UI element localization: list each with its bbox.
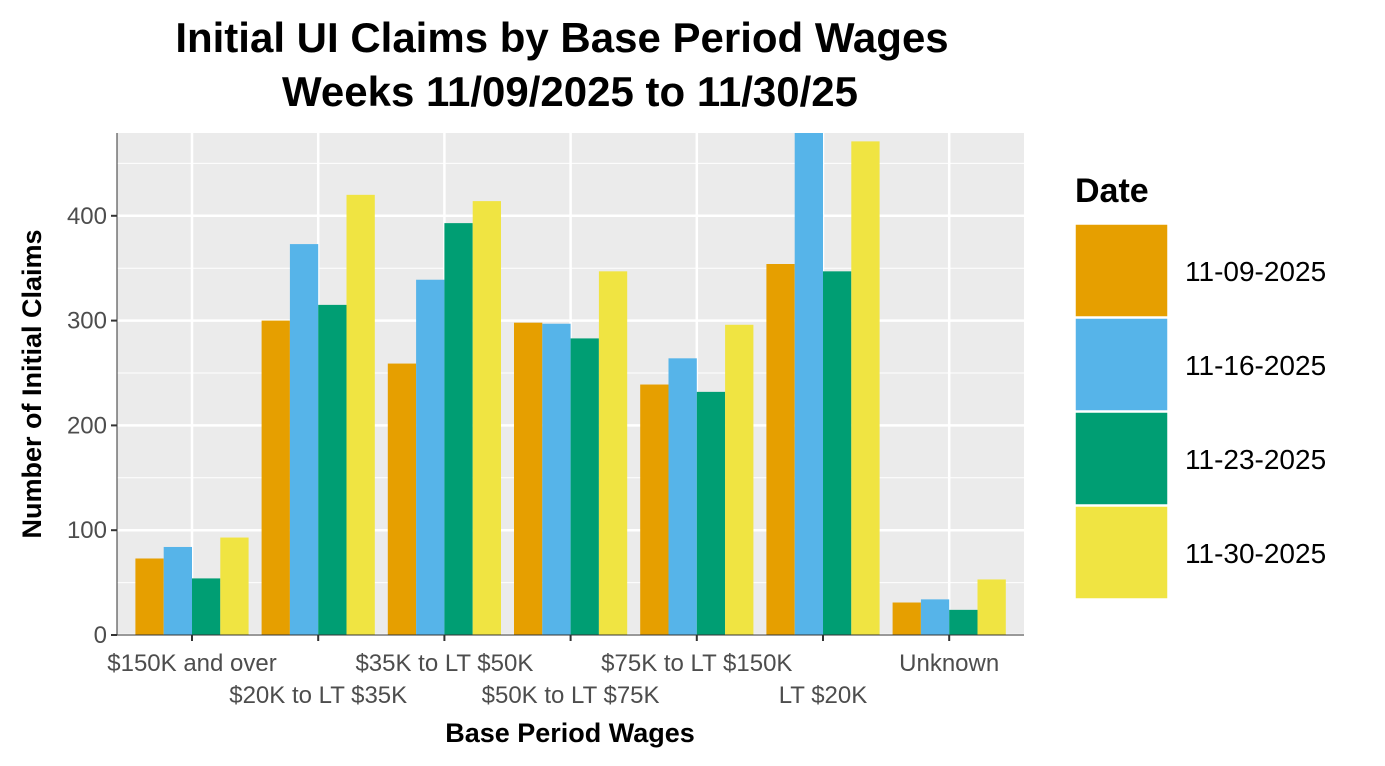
x-tick-label: $35K to LT $50K [355,650,533,677]
x-tick-label: $50K to LT $75K [482,682,660,709]
y-tick-label: 100 [67,517,107,544]
legend-label: 11-16-2025 [1185,350,1326,381]
bar-11-30-2025-6 [977,579,1006,635]
legend-key-11-16-2025 [1074,317,1169,412]
bar-11-30-2025-0 [220,537,249,635]
legend-title: Date [1075,172,1149,210]
bar-11-23-2025-2 [444,223,473,635]
bar-11-30-2025-1 [346,194,375,635]
x-tick-label: $20K to LT $35K [229,682,407,709]
bar-11-16-2025-0 [163,546,192,635]
bar-11-30-2025-4 [725,324,754,635]
y-tick-label: 200 [67,412,107,439]
bar-11-09-2025-1 [261,320,290,635]
bar-11-23-2025-6 [949,609,978,635]
chart-subtitle: Weeks 11/09/2025 to 11/30/25 [282,68,858,115]
legend: Date 11-09-2025 11-16-2025 11-23-2025 11-30… [1074,172,1326,600]
bar-11-09-2025-6 [892,602,921,635]
bar-11-09-2025-4 [640,384,669,635]
legend-key-11-30-2025 [1074,505,1169,600]
x-tick-label: $150K and over [107,650,276,677]
legend-label: 11-30-2025 [1185,538,1326,569]
bar-11-30-2025-3 [598,271,628,635]
bar-11-23-2025-0 [192,578,221,635]
bar-11-09-2025-2 [387,363,417,635]
bar-11-23-2025-5 [823,271,852,635]
chart-title: Initial UI Claims by Base Period Wages [175,14,948,61]
bar-11-23-2025-3 [570,338,599,635]
y-axis-label: Number of Initial Claims [17,229,47,538]
bar-11-16-2025-2 [416,279,445,635]
y-tick-label: 300 [67,308,107,335]
y-tick-label: 0 [94,622,107,649]
bar-11-30-2025-2 [472,201,501,635]
bar-11-09-2025-5 [766,264,795,635]
bar-11-16-2025-6 [920,599,950,635]
bar-11-09-2025-0 [135,558,164,635]
legend-key-11-23-2025 [1074,411,1169,506]
bar-11-16-2025-4 [668,358,697,635]
bar-11-16-2025-3 [542,323,571,635]
bar-11-23-2025-4 [696,391,726,635]
x-tick-label: LT $20K [779,682,868,709]
bar-11-16-2025-5 [794,133,823,635]
bar-11-30-2025-5 [851,141,880,635]
bar-11-23-2025-1 [318,304,347,635]
legend-label: 11-09-2025 [1185,256,1326,287]
x-tick-label: Unknown [899,650,999,677]
bar-11-16-2025-1 [289,244,319,635]
bar-11-09-2025-3 [514,322,543,635]
legend-label: 11-23-2025 [1185,444,1326,475]
legend-key-11-09-2025 [1074,223,1169,318]
x-tick-label: $75K to LT $150K [601,650,792,677]
x-axis-label: Base Period Wages [445,718,695,748]
y-tick-label: 400 [67,203,107,230]
